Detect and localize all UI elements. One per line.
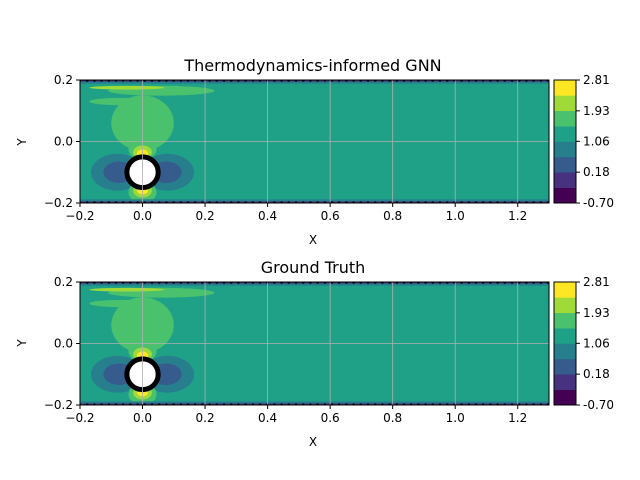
contour-band	[80, 282, 549, 284]
y-axis-label: Y	[15, 339, 29, 348]
colorbar-level	[554, 141, 576, 158]
x-tick-label: 0.8	[383, 209, 402, 223]
x-tick-label: 1.2	[508, 411, 527, 425]
colorbar-tick-label: 0.18	[583, 367, 610, 381]
colorbar-tick-label: -0.70	[583, 196, 614, 210]
x-tick-label: 0.8	[383, 411, 402, 425]
x-tick-label: 0.2	[196, 209, 215, 223]
colorbar-level	[554, 282, 576, 298]
x-tick-label: 0.4	[258, 209, 277, 223]
colorbar-level	[554, 95, 576, 112]
colorbar-tick-label: 1.06	[583, 336, 610, 350]
contour-region	[89, 299, 152, 308]
colorbar-level	[554, 343, 576, 360]
panel-ground-truth: Ground Truth −0.2 0.0 0.2 0.4 0.6 0.8 1.0 1.2−0…	[15, 258, 614, 449]
colorbar-level	[554, 80, 576, 96]
colorbar-level	[554, 389, 576, 406]
contour-region	[89, 97, 152, 106]
colorbar-level	[554, 312, 576, 329]
colorbar-tick-label: 1.06	[583, 134, 610, 148]
colorbar-tick-label: 0.18	[583, 165, 610, 179]
contour-band	[80, 401, 549, 405]
y-axis-label: Y	[15, 138, 29, 147]
x-tick-label: 0.0	[133, 411, 152, 425]
y-tick-label: 0.2	[54, 275, 73, 289]
chart-title: Thermodynamics-informed GNN	[183, 56, 441, 75]
colorbar-level	[554, 126, 576, 142]
x-tick-label: 0.2	[196, 411, 215, 425]
colorbar-tick-label: 1.93	[583, 104, 610, 118]
colorbar-tick-label: 2.81	[583, 73, 610, 87]
contour-band	[80, 199, 549, 203]
x-tick-label: 1.2	[508, 209, 527, 223]
y-tick-label: 0.2	[54, 73, 73, 87]
x-tick-label: 0.0	[133, 209, 152, 223]
panel-gnn: Thermodynamics-informed GNN −0.2 0.0 0.2 0.…	[15, 56, 614, 247]
colorbar-tick-label: 2.81	[583, 275, 610, 289]
x-tick-label: 1.0	[446, 411, 465, 425]
contour-plot-area: −0.2 0.0 0.2 0.4 0.6 0.8 1.0 1.2 −0.2 0.0 0.2	[44, 275, 550, 425]
contour-band	[80, 201, 549, 203]
contour-band	[80, 403, 549, 405]
colorbar-level	[554, 187, 576, 204]
x-tick-label: 0.6	[321, 209, 340, 223]
colorbar-tick-label: -0.70	[583, 398, 614, 412]
contour-plot-area: −0.2 0.0 0.2 0.4 0.6 0.8 1.0 1.2 −0.2 0.0 0.2	[44, 73, 550, 223]
colorbar-level	[554, 172, 576, 188]
x-axis-label: X	[309, 233, 317, 247]
contour-band	[80, 80, 549, 82]
colorbar-level	[554, 297, 576, 314]
y-tick-label: 0.0	[54, 337, 73, 351]
colorbar: -0.70 0.18 1.06 1.93 2.81	[553, 73, 614, 210]
colorbar-level	[554, 358, 576, 375]
contour-region	[89, 85, 165, 90]
y-tick-label: 0.0	[54, 135, 73, 149]
colorbar: -0.70 0.18 1.06 1.93 2.81	[553, 275, 614, 412]
y-tick-label: −0.2	[44, 398, 73, 412]
y-tick-label: −0.2	[44, 196, 73, 210]
colorbar-level	[554, 374, 576, 390]
x-tick-label: −0.2	[65, 209, 94, 223]
x-axis-label: X	[309, 435, 317, 449]
contour-band	[80, 282, 549, 286]
colorbar-level	[554, 328, 576, 344]
x-tick-label: 0.4	[258, 411, 277, 425]
contour-band	[80, 80, 549, 84]
x-tick-label: 1.0	[446, 209, 465, 223]
colorbar-level	[554, 156, 576, 173]
colorbar-tick-label: 1.93	[583, 306, 610, 320]
x-tick-label: −0.2	[65, 411, 94, 425]
contour-region	[89, 287, 165, 292]
chart-title: Ground Truth	[261, 258, 366, 277]
x-tick-label: 0.6	[321, 411, 340, 425]
colorbar-level	[554, 110, 576, 127]
